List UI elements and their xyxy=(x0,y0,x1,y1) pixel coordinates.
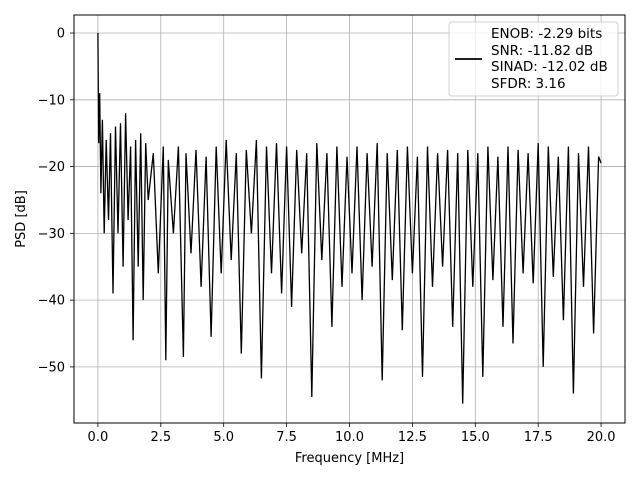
legend-entry-sfdr: SFDR: 3.16 xyxy=(491,76,566,92)
legend-entry-sinad: SINAD: -12.02 dB xyxy=(491,59,608,75)
x-axis-label: Frequency [MHz] xyxy=(295,451,404,466)
legend: ENOB: -2.29 bits SNR: -11.82 dB SINAD: -… xyxy=(448,21,619,97)
x-tick-label: 5.0 xyxy=(213,430,234,445)
x-tick-label: 7.5 xyxy=(276,430,297,445)
x-tick-label: 20.0 xyxy=(587,430,616,445)
legend-entry-enob: ENOB: -2.29 bits xyxy=(491,26,602,42)
y-tick-label: 0 xyxy=(57,27,65,42)
psd-series xyxy=(97,32,602,404)
x-ticks: 0.0 2.5 5.0 7.5 10.0 12.5 15.0 17.5 20.0 xyxy=(88,423,616,445)
y-ticks: 0 −10 −20 −30 −40 −50 xyxy=(38,27,74,375)
y-axis-label: PSD [dB] xyxy=(14,190,29,248)
series-line-0 xyxy=(97,32,602,404)
x-tick-label: 2.5 xyxy=(150,430,171,445)
x-tick-label: 10.0 xyxy=(335,430,364,445)
y-tick-label: −20 xyxy=(38,160,65,175)
y-tick-label: −30 xyxy=(38,227,65,242)
y-tick-label: −50 xyxy=(38,360,65,375)
x-tick-label: 17.5 xyxy=(524,430,553,445)
x-tick-label: 0.0 xyxy=(88,430,109,445)
y-tick-label: −40 xyxy=(38,294,65,309)
legend-box xyxy=(448,21,619,97)
x-tick-label: 15.0 xyxy=(461,430,490,445)
x-tick-label: 12.5 xyxy=(398,430,427,445)
y-tick-label: −10 xyxy=(38,93,65,108)
legend-entry-snr: SNR: -11.82 dB xyxy=(491,43,593,59)
